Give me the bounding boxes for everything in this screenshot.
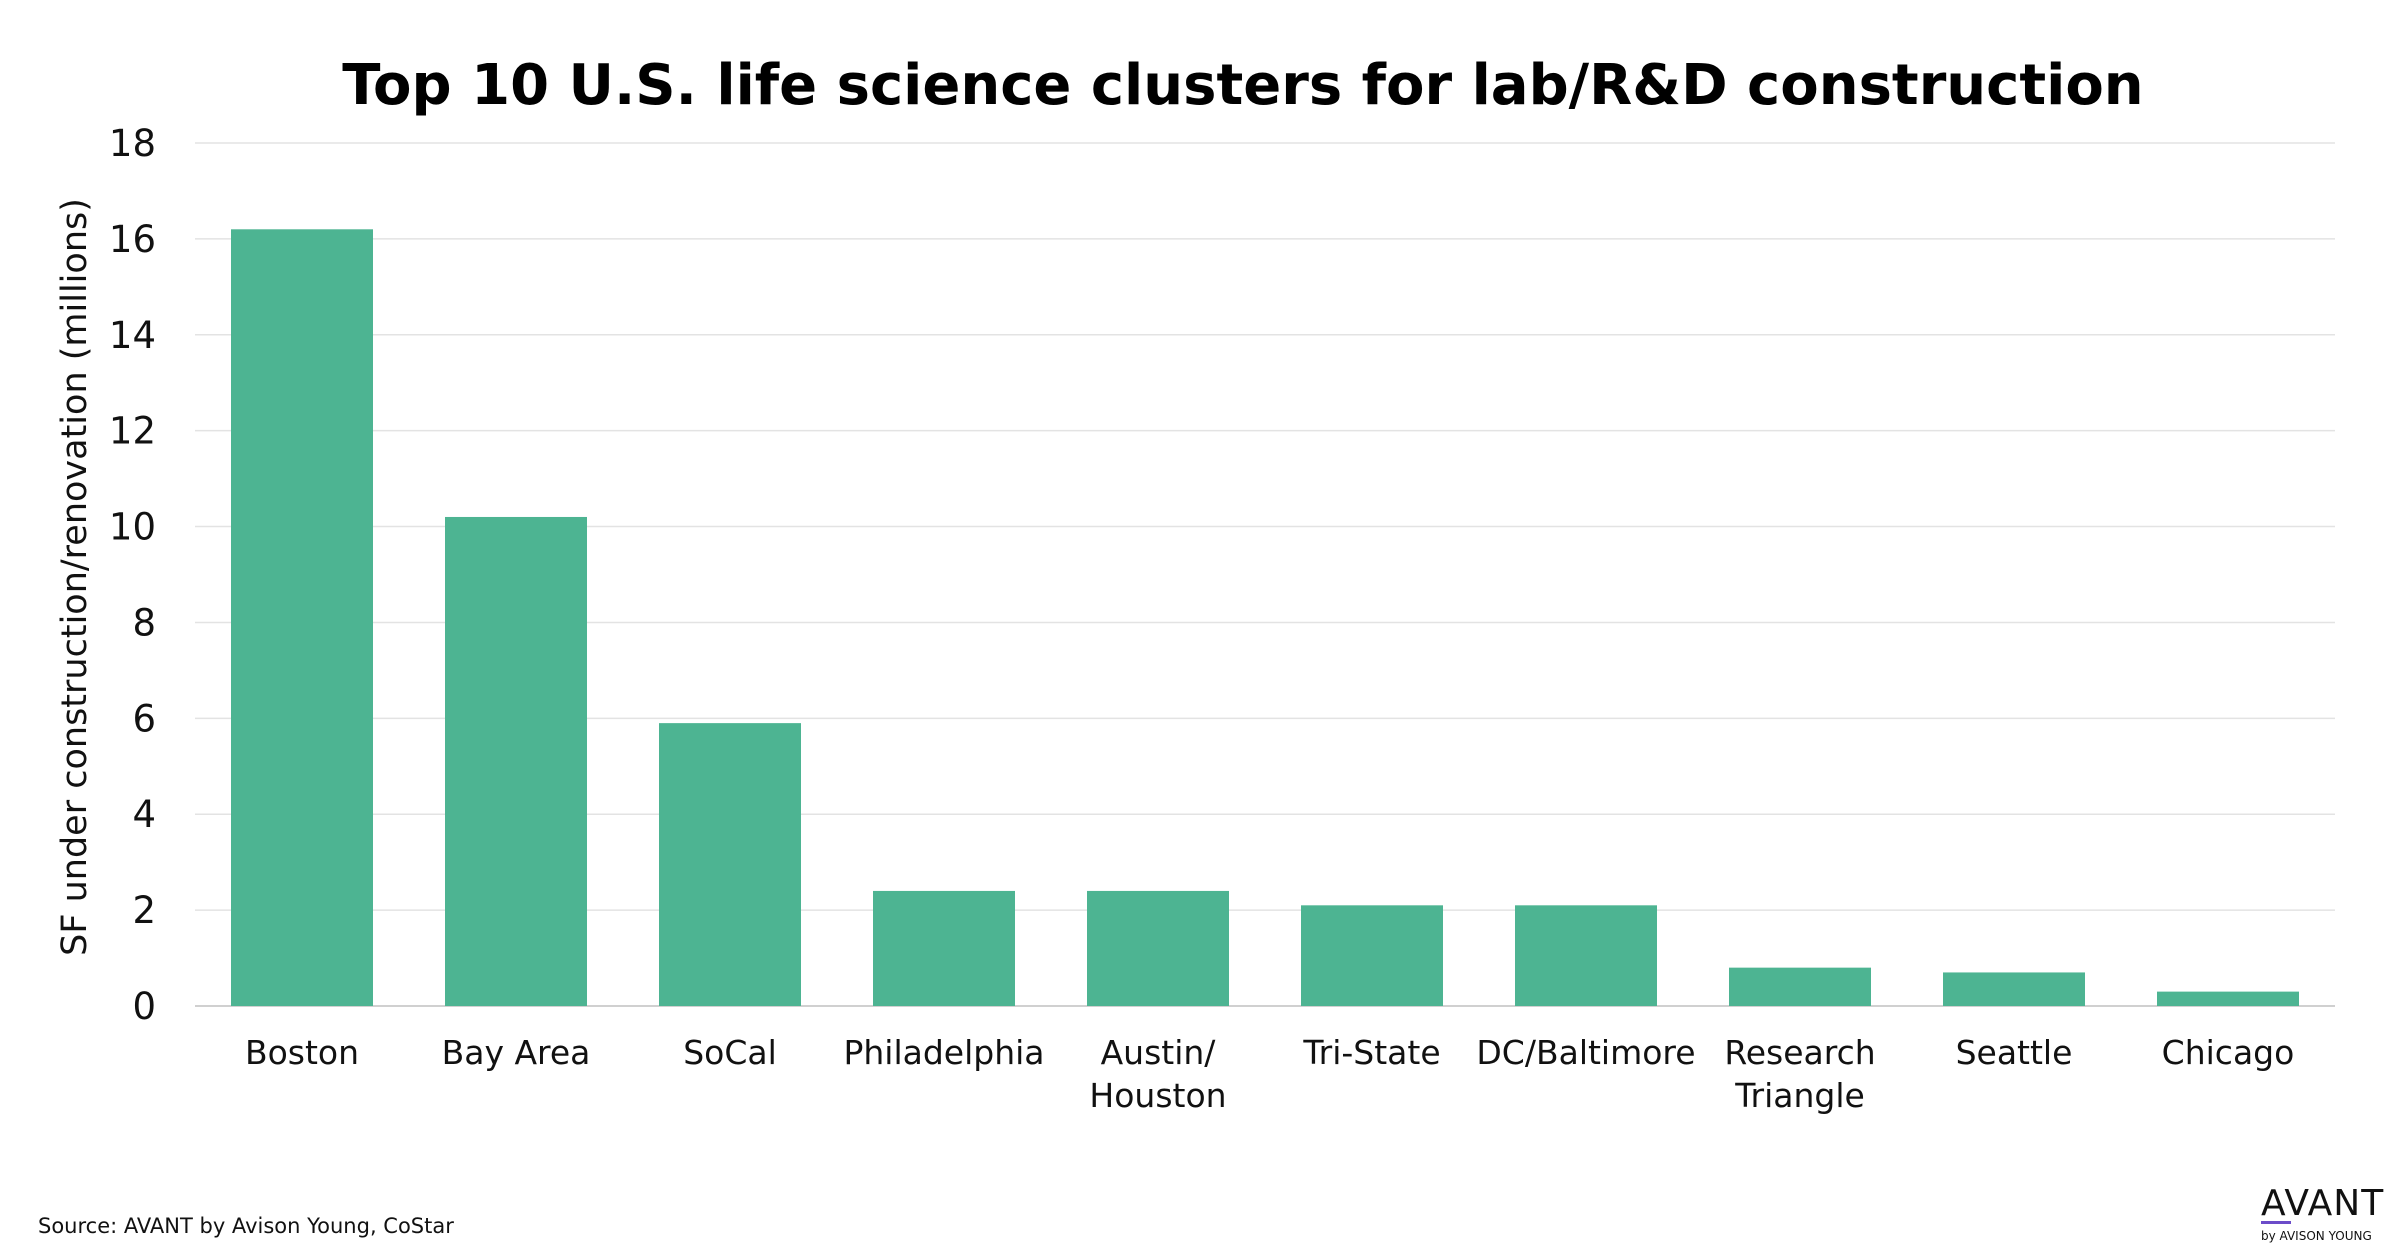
bars [231, 229, 2299, 1007]
avant-logo: AVANT by AVISON YOUNG [2261, 1183, 2384, 1243]
y-tick-label: 12 [109, 410, 156, 453]
bar [2157, 991, 2299, 1006]
x-tick-label: Tri-State [1302, 1033, 1440, 1072]
x-tick-label: Bay Area [442, 1033, 591, 1072]
bar [1301, 905, 1443, 1006]
x-tick-label-line: Tri-State [1302, 1033, 1440, 1072]
x-tick-label-line: Houston [1089, 1076, 1226, 1115]
x-tick-label: Chicago [2162, 1033, 2295, 1072]
y-tick-label: 16 [109, 218, 156, 261]
x-tick-label-line: Bay Area [442, 1033, 591, 1072]
x-tick-label: DC/Baltimore [1476, 1033, 1695, 1072]
y-tick-label: 8 [132, 601, 156, 644]
y-tick-label: 6 [132, 697, 156, 740]
x-tick-label-line: DC/Baltimore [1476, 1033, 1695, 1072]
chart-title: Top 10 U.S. life science clusters for la… [342, 53, 2143, 118]
logo-subtext: by AVISON YOUNG [2261, 1229, 2372, 1243]
x-tick-label: Research Triangle [1724, 1033, 1875, 1115]
bar [231, 229, 373, 1007]
x-tick-label-line: Boston [245, 1033, 359, 1072]
x-tick-label: Philadelphia [843, 1033, 1044, 1072]
logo-wordmark: AVANT [2261, 1183, 2384, 1224]
x-tick-label-line: Research [1724, 1033, 1875, 1072]
x-axis-labels: Boston Bay Area SoCal Philadelphia Austin/Ho… [245, 1033, 2294, 1115]
x-tick-label-line: Philadelphia [843, 1033, 1044, 1072]
bar [1729, 967, 1871, 1006]
x-tick-label: SoCal [683, 1033, 777, 1072]
y-tick-label: 2 [132, 889, 156, 932]
x-tick-label-line: Austin/ [1101, 1033, 1217, 1072]
bar [873, 890, 1015, 1006]
y-tick-label: 18 [109, 122, 156, 165]
y-axis-label: SF under construction/renovation (millio… [55, 198, 95, 956]
y-tick-label: 14 [109, 314, 156, 357]
y-tick-label: 10 [109, 506, 156, 549]
logo-accent-bar [2261, 1221, 2291, 1224]
x-tick-label-line: Seattle [1956, 1033, 2073, 1072]
x-tick-label: Seattle [1956, 1033, 2073, 1072]
bar [1943, 972, 2085, 1006]
y-tick-label: 0 [132, 985, 156, 1028]
bar [1087, 890, 1229, 1006]
x-tick-label: Boston [245, 1033, 359, 1072]
x-tick-label-line: SoCal [683, 1033, 777, 1072]
x-tick-label-line: Chicago [2162, 1033, 2295, 1072]
source-note: Source: AVANT by Avison Young, CoStar [38, 1214, 454, 1238]
y-axis-ticks: 0 2 4 6 8 10 12 14 16 18 [109, 122, 156, 1028]
bar [445, 516, 587, 1006]
bar [659, 723, 801, 1006]
x-tick-label: Austin/Houston [1089, 1033, 1226, 1115]
x-tick-label-line: Triangle [1734, 1076, 1865, 1115]
y-tick-label: 4 [132, 793, 156, 836]
bar [1515, 905, 1657, 1006]
